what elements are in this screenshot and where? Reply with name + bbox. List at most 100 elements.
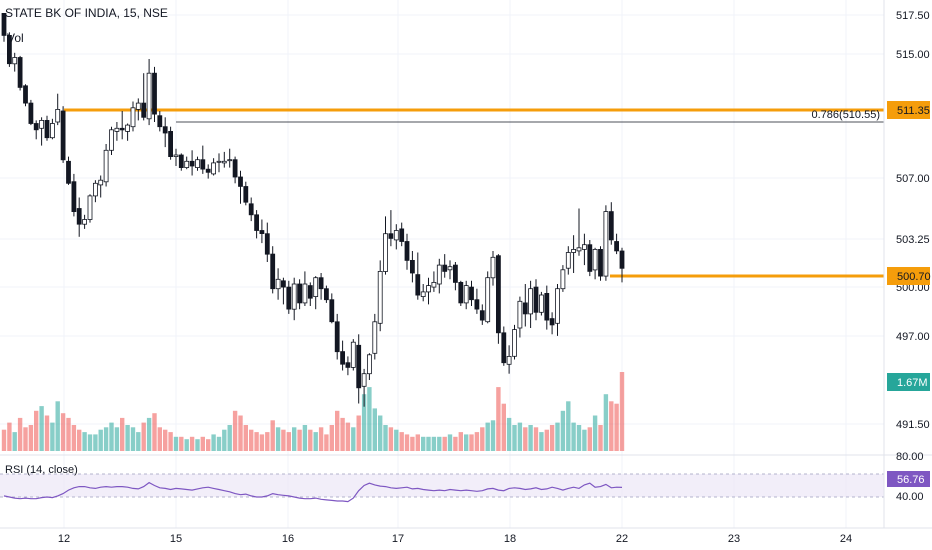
candle-down	[522, 302, 528, 315]
volume-bar	[512, 425, 517, 451]
volume-bar	[313, 432, 318, 451]
volume-bar	[506, 417, 512, 451]
volume-bar	[297, 429, 302, 451]
candle-up	[393, 230, 399, 241]
volume-bar	[351, 427, 356, 451]
candle-up	[528, 288, 533, 315]
candle-up	[366, 354, 372, 375]
volume-bar	[598, 425, 603, 451]
volume-bar	[1, 429, 7, 451]
candle-up	[109, 129, 114, 151]
volume-bar	[447, 434, 453, 451]
volume-bar	[200, 436, 205, 451]
candle-up	[103, 149, 109, 183]
candle-up	[576, 247, 582, 252]
volume-bar	[286, 432, 291, 451]
candle-down	[307, 285, 313, 299]
price-badge-lower	[887, 267, 930, 285]
volume-bar	[302, 425, 308, 451]
candle-up	[227, 159, 233, 162]
candle-down	[23, 85, 28, 104]
volume-bar	[340, 417, 345, 451]
candle-down	[452, 264, 458, 283]
candle-up	[372, 321, 378, 354]
candle-up	[350, 341, 356, 368]
candle-down	[205, 168, 211, 173]
candle-down	[388, 233, 394, 239]
candle-down	[200, 159, 206, 170]
volume-bar	[603, 394, 609, 451]
candle-down	[469, 286, 474, 301]
volume-bars	[1, 372, 625, 451]
volume-bar	[17, 417, 23, 451]
volume-bar	[103, 427, 109, 451]
volume-bar	[238, 415, 243, 451]
volume-bar	[426, 436, 431, 451]
candle-up	[125, 124, 130, 132]
candle-down	[17, 57, 23, 88]
candle-up	[39, 120, 44, 129]
rsi-indicator-label[interactable]: RSI (14, close)	[5, 464, 78, 476]
price-tick: 517.50	[896, 10, 930, 22]
candle-down	[232, 159, 238, 178]
volume-bar	[184, 439, 189, 451]
volume-bar	[130, 427, 136, 451]
candle-up	[302, 283, 308, 304]
volume-bar	[39, 406, 44, 451]
volume-bar	[44, 415, 50, 451]
volume-bar	[361, 394, 367, 451]
candle-down	[238, 176, 243, 187]
volume-bar	[431, 436, 437, 451]
volume-bar	[125, 425, 130, 451]
volume-bar	[12, 432, 17, 451]
time-tick: 15	[170, 533, 182, 545]
volume-bar	[528, 425, 533, 451]
candle-down	[264, 233, 270, 255]
volume-bar	[146, 417, 152, 451]
volume-bar	[168, 432, 173, 451]
candle-down	[76, 208, 82, 225]
volume-bar	[120, 417, 125, 451]
fib-level-label: 0.786(510.55)	[812, 109, 881, 121]
candle-down	[280, 280, 286, 288]
candle-down	[168, 130, 174, 157]
volume-bar	[367, 387, 372, 451]
candle-down	[270, 253, 276, 290]
candle-up	[377, 270, 383, 324]
volume-bar	[619, 372, 625, 451]
candle-down	[33, 123, 39, 131]
volume-bar	[243, 425, 248, 451]
volume-bar	[216, 436, 222, 451]
candle-up	[603, 211, 609, 277]
volume-bar	[292, 427, 297, 451]
candle-down	[243, 186, 249, 203]
volume-bar	[415, 434, 420, 451]
volume-bar	[259, 434, 265, 451]
candle-up	[114, 127, 120, 132]
candle-up	[560, 269, 566, 290]
volume-bar	[571, 422, 576, 451]
volume-bar	[265, 432, 270, 451]
volume-bar	[421, 436, 426, 451]
candle-up	[146, 72, 152, 120]
symbol-title[interactable]: STATE BK OF INDIA, 15, NSE	[5, 6, 168, 20]
candle-down	[458, 281, 464, 304]
candle-up	[211, 162, 217, 175]
volume-bar	[555, 422, 560, 451]
volume-bar	[152, 413, 157, 451]
candle-up	[195, 159, 200, 168]
candle-up	[135, 102, 141, 110]
volume-bar	[582, 429, 587, 451]
volume-bar	[189, 436, 195, 451]
volume-bar	[496, 387, 501, 451]
volume-bar	[469, 434, 474, 451]
candle-down	[44, 120, 50, 139]
volume-indicator-label[interactable]: Vol	[7, 31, 24, 45]
volume-bar	[437, 436, 442, 451]
candle-down	[587, 244, 593, 272]
volume-bar	[82, 432, 87, 451]
candle-up	[12, 57, 18, 65]
candle-down	[495, 255, 501, 334]
volume-bar	[222, 429, 227, 451]
volume-bar	[383, 425, 388, 451]
